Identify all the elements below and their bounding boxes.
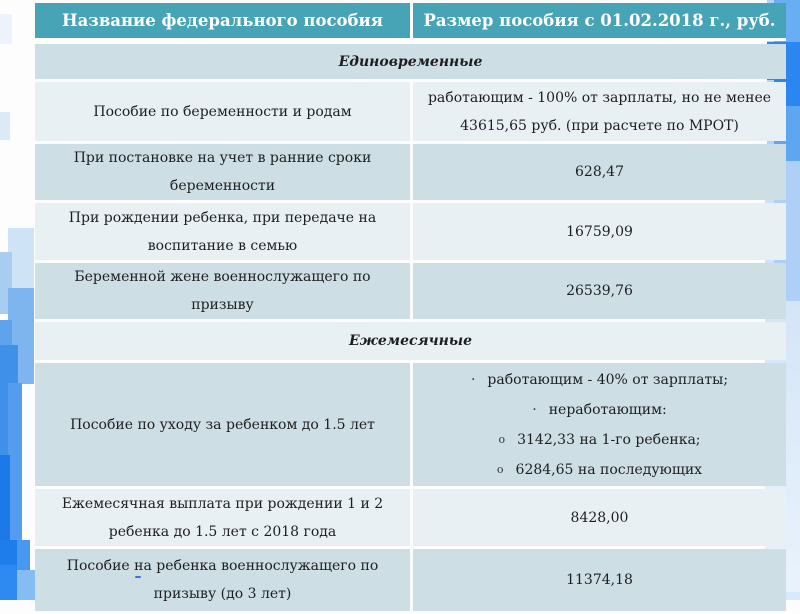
benefit-name-cell: Ежемесячная выплата при рождении 1 и 2 р… — [35, 489, 410, 546]
circle-bullet-icon: o — [498, 432, 506, 446]
table-row: При рождении ребенка, при передаче на во… — [35, 203, 786, 260]
header-benefit-name: Название федерального пособия — [35, 3, 410, 41]
table-row: Пособие на ребенка военнослужащего по пр… — [35, 549, 786, 611]
benefit-name: Пособие по уходу за ребенком до 1.5 лет — [70, 416, 375, 433]
decor-square — [17, 540, 30, 572]
benefit-name-cell: При постановке на учет в ранние сроки бе… — [35, 144, 410, 200]
benefit-value-cell: 16759,09 — [413, 203, 786, 260]
section-row-one-time: Единовременные — [35, 44, 786, 79]
spellcheck-mark — [135, 576, 141, 578]
decor-square — [0, 540, 17, 566]
benefits-table: Название федерального пособия Размер пос… — [32, 0, 789, 614]
benefit-name-cell: Пособие по уходу за ребенком до 1.5 лет — [35, 363, 410, 486]
benefit-value-cell: 26539,76 — [413, 263, 786, 319]
benefit-name-cell: Беременной жене военнослужащего по призы… — [35, 263, 410, 319]
table-row: Беременной жене военнослужащего по призы… — [35, 263, 786, 319]
value-list-item: · неработающим: — [419, 395, 780, 425]
benefit-value: 26539,76 — [566, 283, 633, 299]
decor-square — [8, 228, 34, 290]
benefit-name: Пособие на ребенка военнослужащего по пр… — [66, 558, 379, 602]
section-row-monthly: Ежемесячные — [35, 322, 786, 360]
benefit-value-cell: · работающим - 40% от зарплаты; · неработа… — [413, 363, 786, 486]
benefit-value-list: · работающим - 40% от зарплаты; · неработа… — [419, 365, 780, 485]
benefit-value-cell: 8428,00 — [413, 489, 786, 546]
decor-square — [0, 565, 17, 600]
section-title-one-time: Единовременные — [35, 44, 786, 79]
section-title-monthly: Ежемесячные — [35, 322, 786, 360]
benefit-name: При рождении ребенка, при передаче на во… — [68, 209, 377, 254]
circle-bullet-icon: o — [496, 462, 504, 476]
benefit-name-cell: Пособие по беременности и родам — [35, 82, 410, 141]
value-list-item: · работающим - 40% от зарплаты; — [419, 365, 780, 395]
table-row: При постановке на учет в ранние сроки бе… — [35, 144, 786, 200]
dot-bullet-icon: · — [470, 371, 476, 388]
benefit-name: Беременной жене военнослужащего по призы… — [74, 269, 371, 313]
table-header-row: Название федерального пособия Размер пос… — [35, 3, 786, 41]
decor-square — [0, 455, 10, 545]
value-list-item: o 3142,33 на 1-го ребенка; — [419, 425, 780, 455]
decor-square — [0, 14, 12, 44]
table-row: Пособие по беременности и родам работающ… — [35, 82, 786, 141]
benefit-value-cell: 11374,18 — [413, 549, 786, 611]
benefit-name: При постановке на учет в ранние сроки бе… — [73, 150, 372, 194]
dot-bullet-icon: · — [532, 401, 537, 418]
benefit-value: 8428,00 — [570, 509, 629, 526]
header-benefit-size: Размер пособия с 01.02.2018 г., руб. — [413, 3, 786, 41]
benefit-name: Ежемесячная выплата при рождении 1 и 2 р… — [61, 495, 384, 540]
value-list-item: o 6284,65 на последующих — [419, 455, 780, 485]
benefit-value: 16759,09 — [566, 223, 633, 240]
benefit-value: 628,47 — [575, 164, 624, 180]
decor-square — [8, 383, 22, 545]
table-row: Ежемесячная выплата при рождении 1 и 2 р… — [35, 489, 786, 546]
table-row: Пособие по уходу за ребенком до 1.5 лет … — [35, 363, 786, 486]
benefit-value-cell: работающим - 100% от зарплаты, но не мен… — [413, 82, 786, 141]
benefit-name-cell: Пособие на ребенка военнослужащего по пр… — [35, 549, 410, 611]
decor-square — [0, 112, 10, 140]
benefit-value: работающим - 100% от зарплаты, но не мен… — [427, 89, 772, 134]
decor-square — [767, 0, 775, 160]
benefit-name: Пособие по беременности и родам — [93, 103, 352, 120]
benefit-name-cell: При рождении ребенка, при передаче на во… — [35, 203, 410, 260]
benefit-value-cell: 628,47 — [413, 144, 786, 200]
benefit-value: 11374,18 — [566, 572, 633, 588]
